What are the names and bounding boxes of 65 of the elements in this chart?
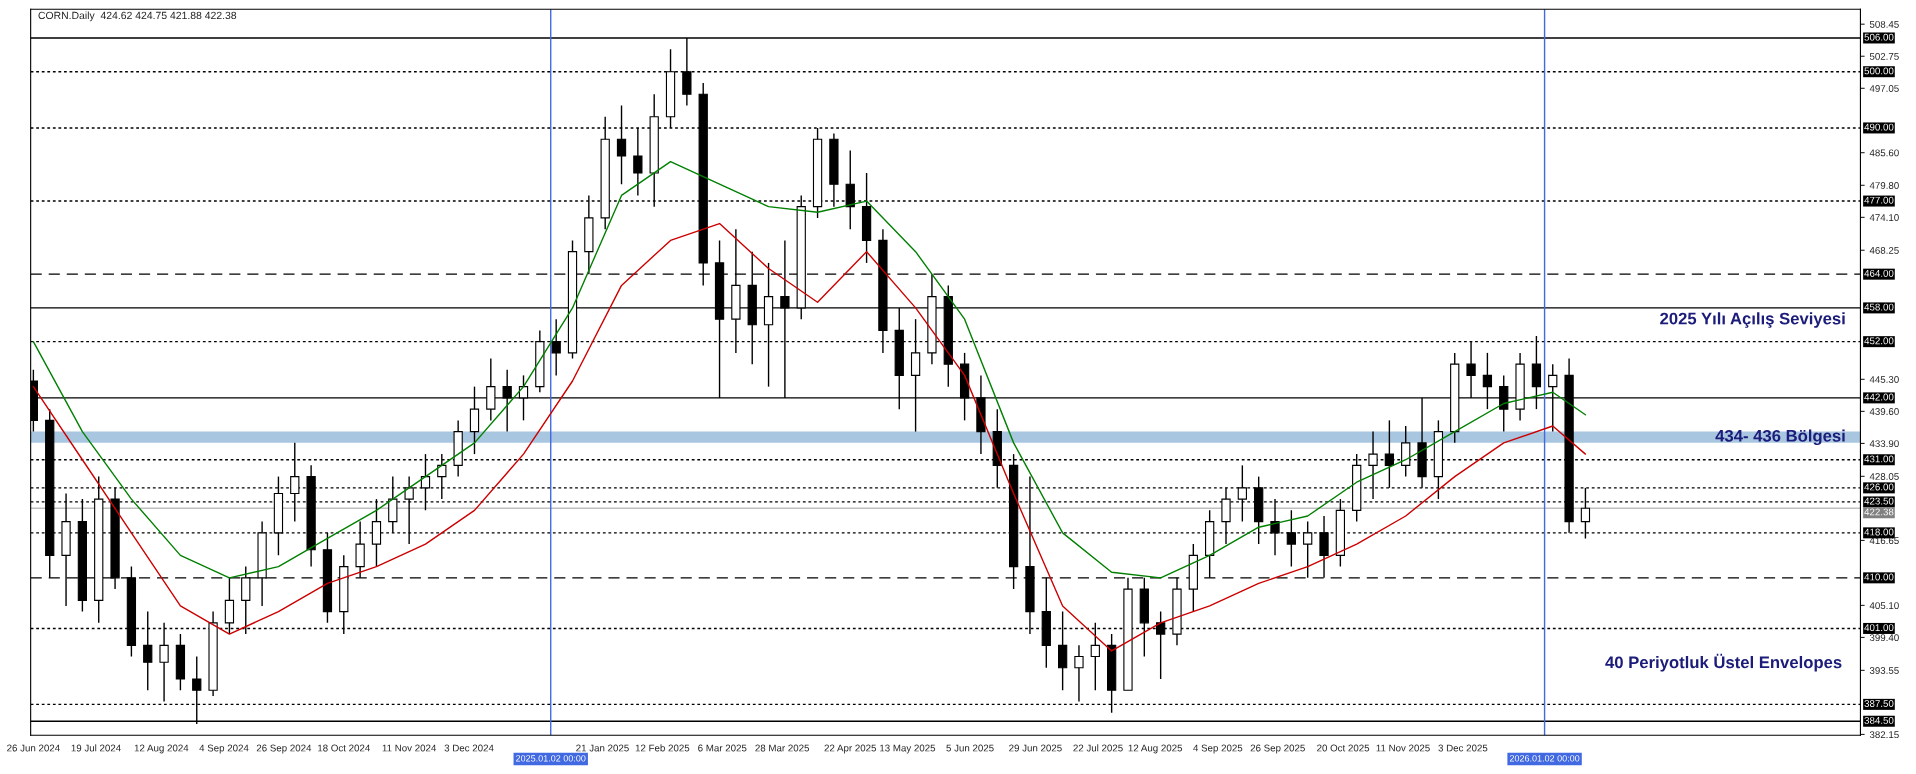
ref-line-label: 418.00 — [1864, 528, 1894, 536]
x-tick-label: 5 Jun 2025 — [946, 744, 994, 752]
annotation: 434- 436 Bölgesi — [1715, 429, 1845, 446]
ref-line-label: 506.00 — [1864, 33, 1894, 41]
ref-line-label: 387.50 — [1864, 700, 1894, 707]
ref-line-label: 410.00 — [1864, 573, 1894, 581]
x-tick-label: 21 Jan 2025 — [576, 744, 629, 752]
y-tick-label: 399.40 — [1869, 634, 1899, 642]
y-tick-label: 502.75 — [1869, 52, 1899, 60]
ref-line-label: 2026.01.02 00:00 — [1509, 755, 1580, 762]
x-tick-label: 12 Aug 2024 — [134, 744, 189, 754]
x-tick-label: 26 Jun 2024 — [7, 744, 60, 752]
x-tick-label: 4 Sep 2024 — [199, 744, 249, 754]
x-tick-label: 11 Nov 2024 — [382, 744, 437, 752]
y-tick-label: 393.55 — [1869, 667, 1899, 674]
chart-title: CORN.Daily 424.62 424.75 421.88 422.38 — [38, 11, 237, 22]
y-tick-label: 382.15 — [1869, 731, 1899, 739]
x-tick-label: 3 Dec 2024 — [444, 744, 494, 752]
ref-line-label: 458.00 — [1864, 303, 1894, 311]
ref-line-label: 401.00 — [1864, 624, 1894, 632]
y-tick-label: 468.25 — [1869, 246, 1899, 254]
x-tick-label: 19 Jul 2024 — [71, 744, 121, 752]
ref-line-label: 500.00 — [1864, 67, 1894, 75]
x-tick-label: 20 Oct 2025 — [1317, 744, 1370, 752]
x-tick-label: 4 Sep 2025 — [1193, 744, 1243, 754]
x-tick-label: 29 Jun 2025 — [1009, 744, 1062, 752]
y-tick-label: 405.10 — [1869, 602, 1899, 610]
y-tick-label: 445.30 — [1869, 376, 1899, 383]
x-tick-label: 6 Mar 2025 — [698, 744, 747, 752]
ref-line-label: 423.50 — [1864, 497, 1894, 505]
ref-line-label: 384.50 — [1864, 716, 1894, 724]
ref-line-label: 426.00 — [1864, 483, 1894, 491]
annotation: 40 Periyotluk Üstel Envelopes — [1605, 653, 1842, 672]
candlestick — [551, 318, 561, 377]
y-tick-label: 439.60 — [1869, 408, 1899, 415]
ref-line-label: 452.00 — [1864, 337, 1894, 345]
x-tick-label: 3 Dec 2025 — [1438, 744, 1488, 752]
ref-line-label: 2025.01.02 00:00 — [516, 755, 586, 762]
x-tick-label: 12 Feb 2025 — [635, 744, 690, 752]
x-tick-label: 26 Sep 2024 — [256, 744, 312, 754]
y-tick-label: 497.05 — [1869, 85, 1899, 92]
ref-line-label: 477.00 — [1864, 196, 1894, 204]
line-series — [32, 222, 1587, 652]
x-tick-label: 28 Mar 2025 — [755, 744, 810, 752]
y-tick-label: 508.45 — [1869, 20, 1899, 28]
ref-line-label: 464.00 — [1864, 269, 1894, 277]
x-tick-label: 18 Oct 2024 — [318, 744, 370, 752]
y-tick-label: 479.80 — [1869, 182, 1899, 189]
y-tick-label: 428.05 — [1869, 473, 1899, 480]
ref-line-label: 422.38 — [1864, 508, 1894, 516]
line-series — [32, 160, 1587, 579]
x-tick-label: 13 May 2025 — [880, 744, 936, 754]
y-tick-label: 485.60 — [1869, 149, 1899, 157]
x-tick-label: 22 Jul 2025 — [1073, 744, 1123, 752]
candlestick — [1074, 644, 1084, 703]
ref-line-label: 490.00 — [1864, 123, 1894, 131]
y-tick-label: 433.90 — [1869, 440, 1899, 448]
annotation: 2025 Yılı Açılış Seviyesi — [1660, 312, 1845, 328]
ref-line-label: 442.00 — [1864, 393, 1894, 401]
x-tick-label: 26 Sep 2025 — [1250, 744, 1305, 754]
x-tick-label: 12 Aug 2025 — [1128, 744, 1183, 754]
ref-line-label: 431.00 — [1864, 455, 1894, 463]
x-tick-label: 11 Nov 2025 — [1376, 744, 1430, 752]
y-tick-label: 474.10 — [1869, 214, 1899, 221]
x-tick-label: 22 Apr 2025 — [824, 744, 877, 754]
